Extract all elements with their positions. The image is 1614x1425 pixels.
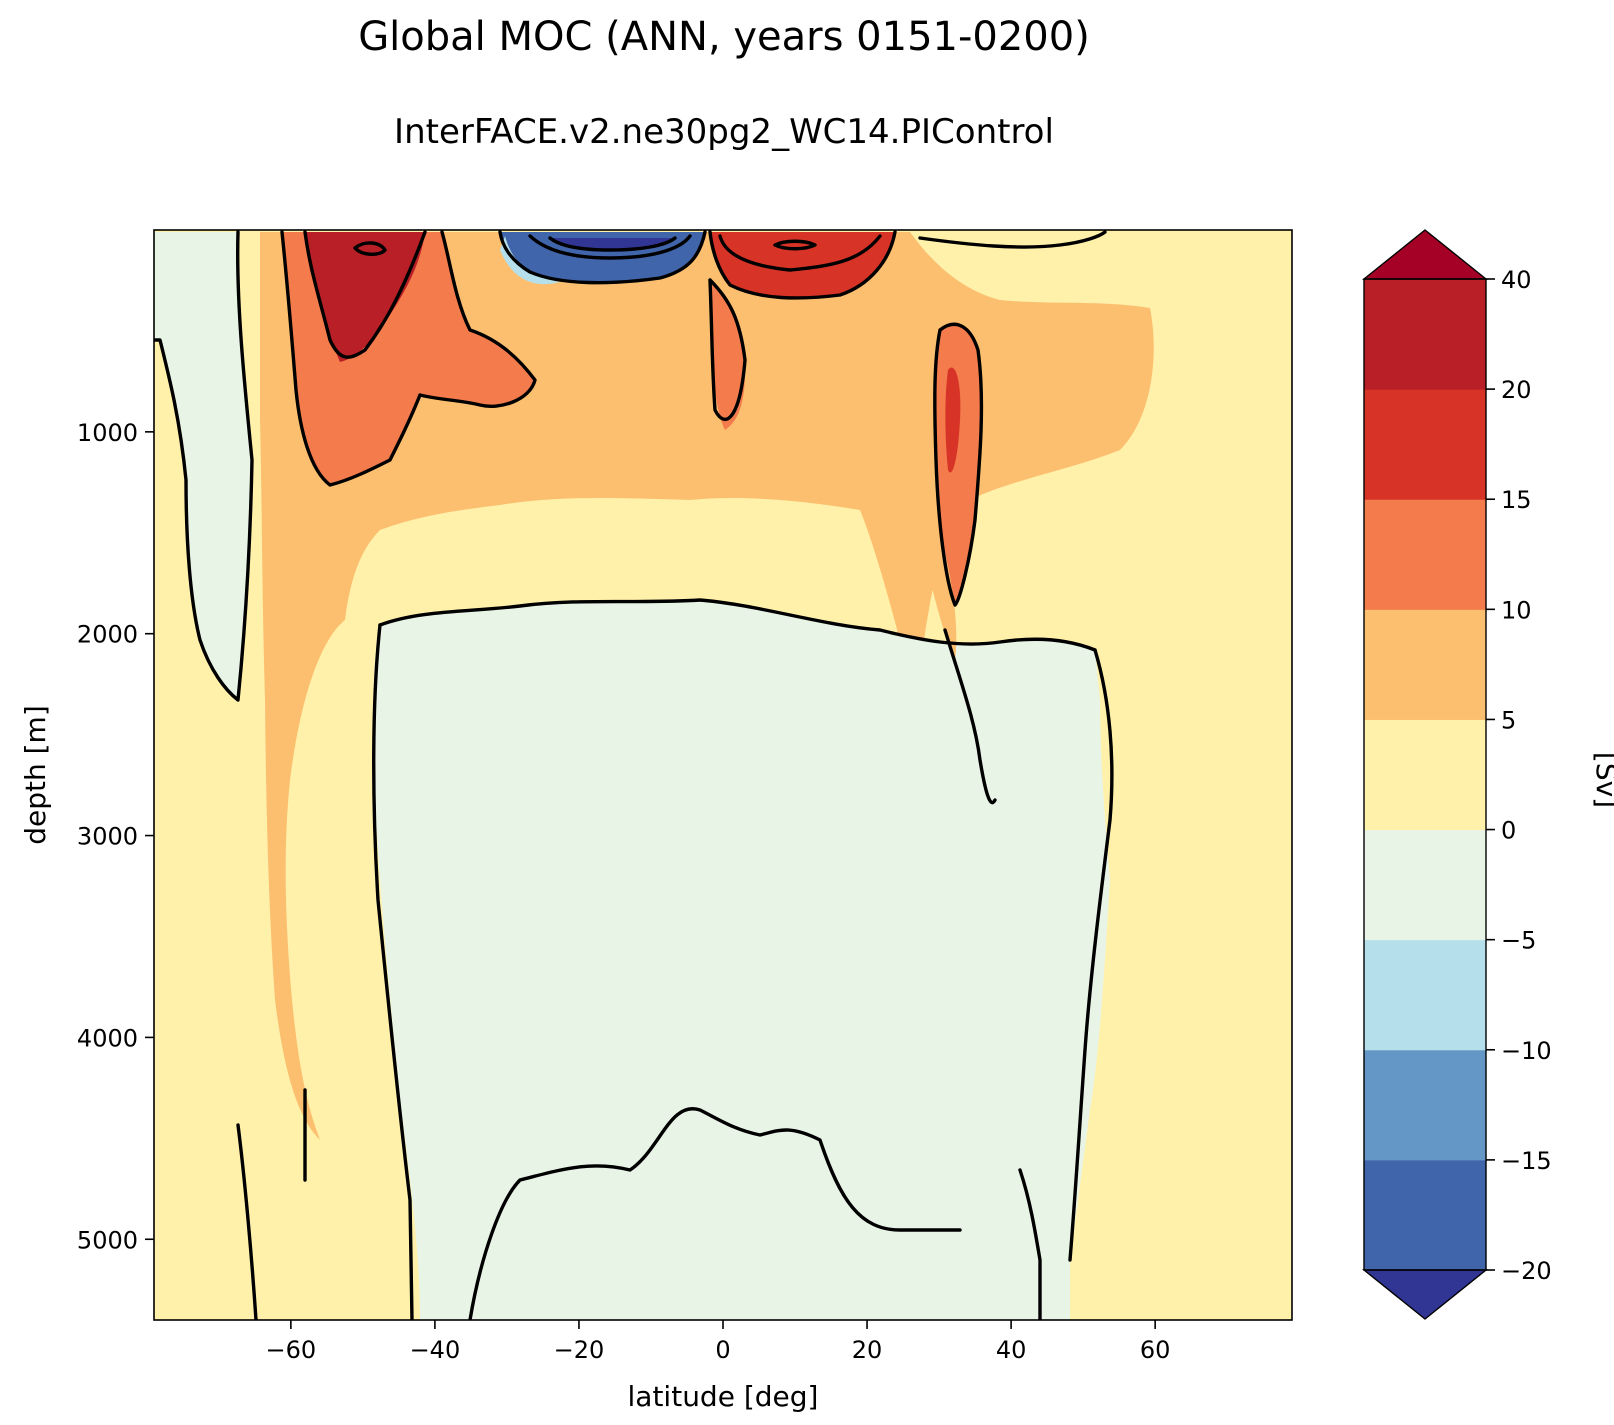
region-deacon-cell-core (305, 232, 425, 362)
region-amoc-upper-band (260, 232, 1154, 1140)
colorbar-segment (1364, 939, 1486, 1051)
chart-title: Global MOC (ANN, years 0151-0200) (358, 14, 1090, 60)
contour-line-14 (528, 234, 692, 260)
contour-line-12 (353, 241, 387, 256)
colorbar-tick-label: −10 (1501, 1037, 1552, 1065)
contour-line-7 (154, 230, 254, 702)
x-axis-label: latitude [deg] (628, 1380, 819, 1413)
y-tick-label: 2000 (77, 621, 138, 649)
contour-line-1 (378, 598, 1097, 652)
x-tick-label: −40 (410, 1336, 461, 1364)
x-tick-label: 60 (1140, 1336, 1171, 1364)
colorbar-tick-label: −20 (1501, 1257, 1552, 1285)
contour-line-13 (498, 230, 707, 285)
colorbar-segment (1364, 1049, 1486, 1161)
x-tick-label: 20 (852, 1336, 883, 1364)
region-southern-ocean-strip (154, 232, 252, 700)
contour-line-2 (372, 623, 414, 1320)
colorbar-tick-label: 15 (1501, 486, 1532, 514)
colorbar-extend-min (1362, 1269, 1488, 1320)
contour-line-20 (933, 322, 984, 607)
colorbar-tick-label: 20 (1501, 376, 1532, 404)
contour-line-21 (918, 230, 1107, 249)
y-axis: 1000 2000 3000 4000 5000 (77, 419, 154, 1254)
region-atlantic-band-tail (925, 500, 957, 660)
contour-line-9 (236, 1123, 258, 1320)
x-tick-label: 0 (715, 1336, 730, 1364)
colorbar: −20 −15 −10 −5 0 5 10 15 20 40 (1362, 229, 1552, 1320)
contour-line-11 (303, 230, 427, 359)
colorbar-label: [Sv] (1590, 752, 1614, 808)
x-tick-label: −20 (554, 1336, 605, 1364)
colorbar-tick-label: 10 (1501, 596, 1532, 624)
contour-line-15 (548, 236, 677, 252)
contour-line-3 (1068, 648, 1114, 1262)
region-northern-plume-core (945, 367, 961, 473)
colorbar-segment (1364, 719, 1486, 831)
contour-line-4 (943, 628, 997, 805)
colorbar-tick-label: 40 (1501, 266, 1532, 294)
y-axis-label: depth [m] (19, 705, 52, 845)
colorbar-extend-max (1362, 229, 1488, 280)
region-southern-cell-rim (500, 236, 560, 285)
colorbar-segment (1364, 829, 1486, 941)
region-northern-cell-deep (710, 280, 746, 430)
y-tick-label: 5000 (77, 1226, 138, 1254)
contour-line-10 (280, 230, 537, 487)
y-tick-label: 1000 (77, 419, 138, 447)
colorbar-tick-label: 0 (1501, 817, 1516, 845)
region-northern-cell-core (720, 236, 880, 268)
contour-line-18 (773, 239, 817, 251)
colorbar-segment (1364, 279, 1486, 390)
contour-line-19 (708, 278, 747, 421)
y-tick-label: 3000 (77, 823, 138, 851)
contour-line-16 (708, 230, 897, 300)
contour-line-6 (1018, 1168, 1042, 1320)
colorbar-segment (1364, 1159, 1486, 1271)
colorbar-segment (1364, 499, 1486, 610)
x-tick-label: 40 (996, 1336, 1027, 1364)
x-axis: −60 −40 −20 0 20 40 60 (266, 1320, 1171, 1364)
contour-line-5 (468, 1107, 962, 1320)
colorbar-frame (1363, 278, 1487, 1271)
colorbar-segment (1364, 389, 1486, 500)
colorbar-tick-label: −5 (1501, 927, 1536, 955)
plot-area (154, 230, 1292, 1320)
y-tick-label: 4000 (77, 1024, 138, 1052)
x-tick-label: −60 (266, 1336, 317, 1364)
contour-line-17 (718, 234, 882, 272)
region-deep-cell-interior (373, 600, 1111, 1320)
colorbar-tick-label: −15 (1501, 1147, 1552, 1175)
chart-subtitle: InterFACE.v2.ne30pg2_WC14.PIControl (394, 112, 1054, 152)
colorbar-tick-label: 5 (1501, 706, 1516, 734)
colorbar-segment (1364, 609, 1486, 720)
